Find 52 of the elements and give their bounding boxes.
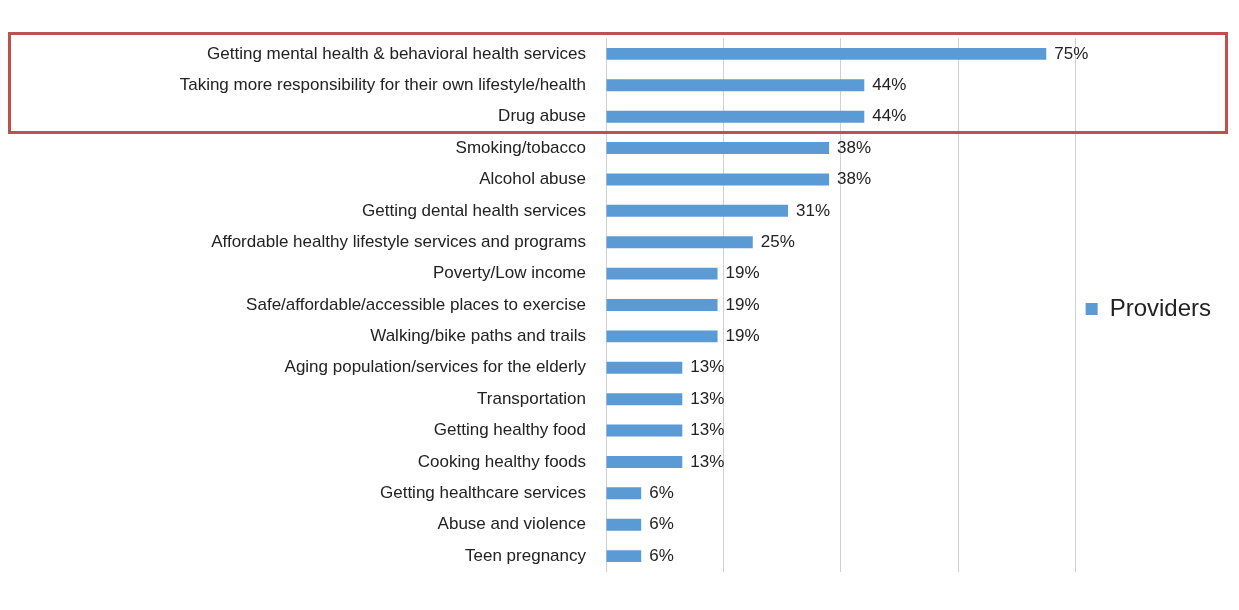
data-label: 6% bbox=[649, 545, 674, 565]
data-label: 75% bbox=[1054, 43, 1089, 63]
bar bbox=[606, 173, 830, 186]
y-tick-label: Getting mental health & behavioral health services bbox=[207, 43, 586, 63]
y-tick-label: Taking more responsibility for their own lifestyle/health bbox=[179, 74, 586, 94]
y-tick-label: Smoking/tobacco bbox=[455, 137, 586, 157]
bar bbox=[606, 204, 788, 217]
data-label: 25% bbox=[760, 231, 795, 251]
bar bbox=[606, 330, 718, 343]
bar bbox=[606, 79, 865, 92]
y-tick-label: Getting healthcare services bbox=[380, 483, 586, 503]
data-label: 19% bbox=[725, 326, 760, 346]
bar bbox=[606, 267, 718, 280]
bar bbox=[606, 361, 683, 374]
y-tick-label: Poverty/Low income bbox=[432, 263, 586, 283]
bar bbox=[606, 110, 865, 123]
data-label: 13% bbox=[690, 388, 725, 408]
bar bbox=[606, 518, 642, 531]
y-tick-label: Alcohol abuse bbox=[479, 169, 586, 189]
y-tick-label: Abuse and violence bbox=[437, 514, 586, 534]
data-label: 44% bbox=[872, 74, 907, 94]
bar bbox=[606, 299, 718, 311]
y-tick-label: Cooking healthy foods bbox=[417, 451, 586, 471]
bar bbox=[606, 455, 683, 468]
y-tick-label: Getting healthy food bbox=[433, 420, 586, 440]
data-label: 38% bbox=[837, 137, 872, 157]
y-tick-label: Transportation bbox=[477, 388, 586, 408]
bar bbox=[606, 236, 753, 249]
legend-label: Providers bbox=[1109, 293, 1212, 321]
data-label: 31% bbox=[795, 200, 831, 220]
data-label: 13% bbox=[690, 357, 725, 377]
data-label: 19% bbox=[725, 263, 760, 283]
bar bbox=[606, 424, 683, 437]
bar bbox=[606, 142, 830, 155]
y-tick-label: Safe/affordable/accessible places to exercise bbox=[246, 294, 586, 314]
y-tick-label: Getting dental health services bbox=[362, 200, 586, 220]
bar bbox=[606, 393, 683, 406]
data-label: 44% bbox=[872, 106, 907, 126]
data-label: 19% bbox=[725, 294, 760, 314]
data-label: 38% bbox=[837, 169, 872, 189]
bar bbox=[606, 550, 642, 563]
data-label: 13% bbox=[690, 420, 725, 440]
bar bbox=[606, 487, 642, 500]
data-label: 6% bbox=[649, 514, 674, 534]
data-label: 6% bbox=[649, 483, 674, 503]
y-tick-label: Aging population/services for the elderly bbox=[284, 357, 587, 377]
y-tick-label: Teen pregnancy bbox=[465, 545, 587, 565]
y-tick-label: Walking/bike paths and trails bbox=[370, 326, 586, 346]
bar bbox=[606, 47, 1047, 60]
y-tick-label: Affordable healthy lifestyle services and programs bbox=[211, 231, 586, 251]
y-tick-label: Drug abuse bbox=[498, 106, 586, 126]
data-label: 13% bbox=[690, 451, 725, 471]
